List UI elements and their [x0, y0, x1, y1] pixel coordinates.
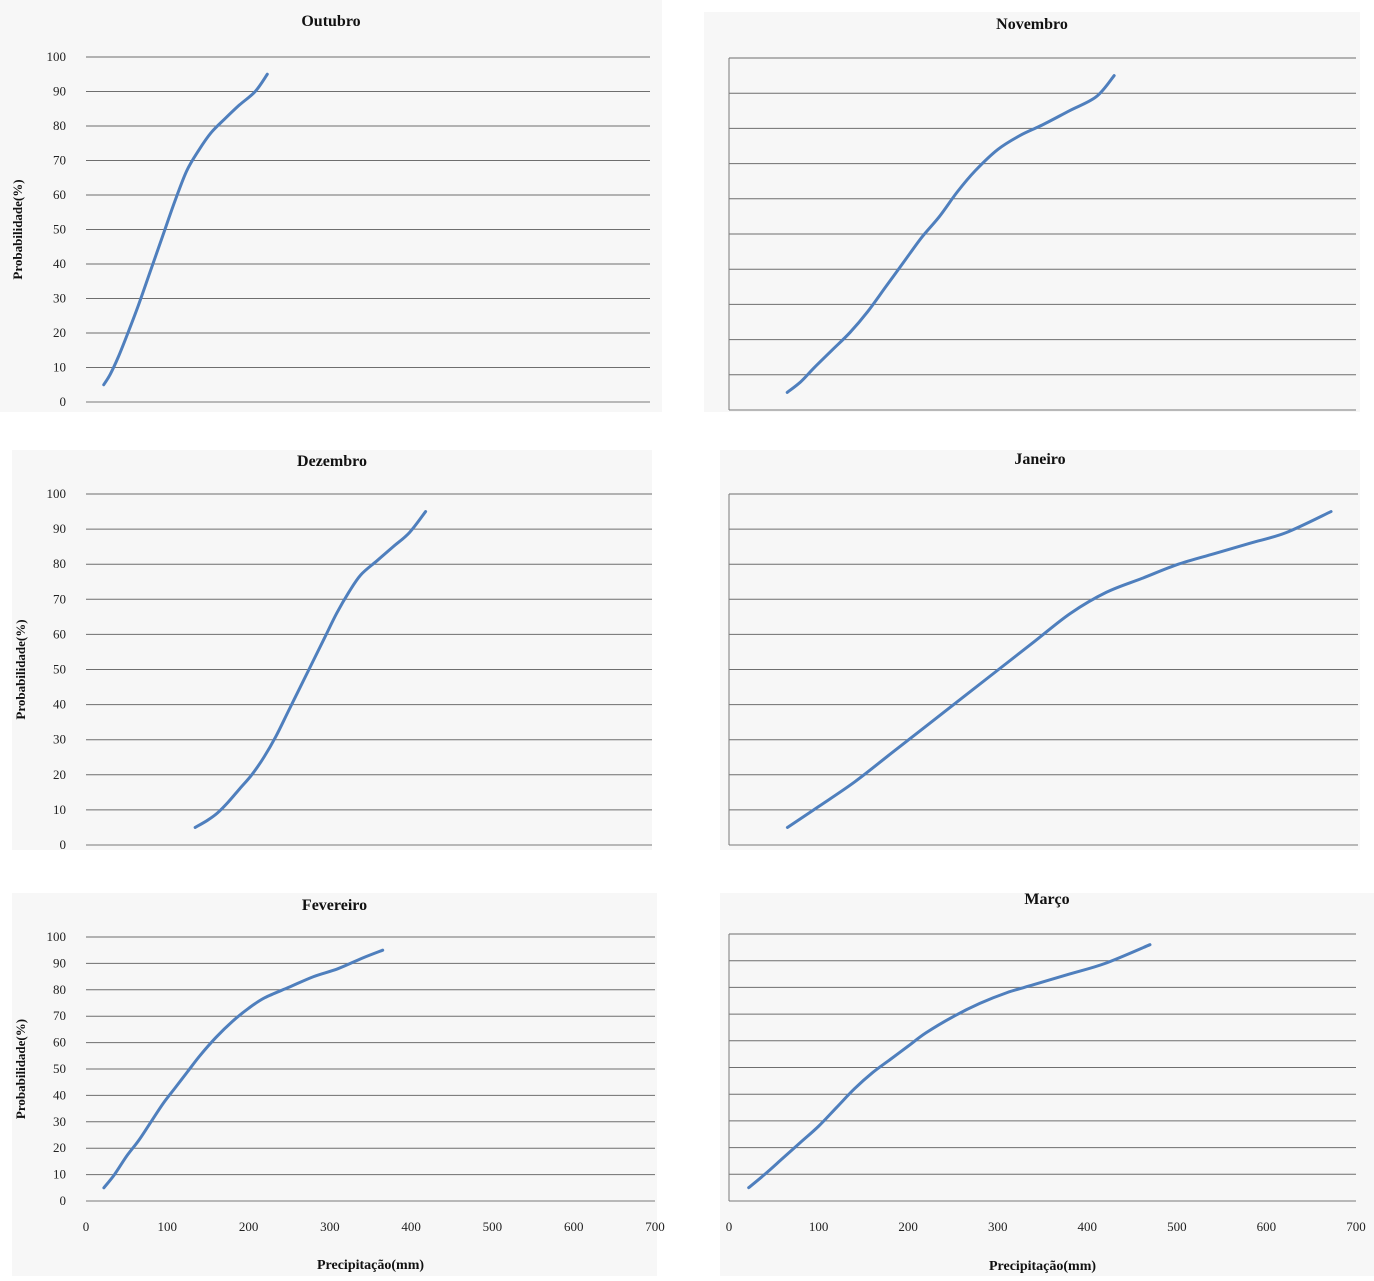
x-axis-label: Precipitação(mm)	[989, 1259, 1096, 1274]
x-tick-label: 200	[898, 1219, 918, 1234]
y-tick-label: 80	[53, 556, 66, 571]
x-tick-label: 300	[988, 1219, 1008, 1234]
y-tick-label: 50	[53, 1061, 66, 1076]
y-tick-label: 50	[53, 222, 66, 237]
y-tick-label: 40	[53, 256, 66, 271]
y-tick-label: 20	[53, 1140, 66, 1155]
x-tick-label: 700	[645, 1219, 665, 1234]
x-tick-label: 100	[158, 1219, 178, 1234]
chart-title: Outubro	[301, 13, 360, 30]
chart-4: Janeiro	[720, 450, 1360, 850]
y-tick-label: 80	[53, 118, 66, 133]
chart-panel	[704, 12, 1360, 412]
chart-title: Dezembro	[297, 453, 367, 470]
chart-panel	[720, 450, 1360, 850]
y-tick-label: 60	[53, 626, 66, 641]
y-tick-label: 40	[53, 1087, 66, 1102]
y-tick-label: 70	[53, 153, 66, 168]
y-tick-label: 20	[53, 767, 66, 782]
y-axis-label: Probabilidade(%)	[13, 1019, 28, 1119]
x-axis-label: Precipitação(mm)	[317, 1258, 424, 1273]
series-line	[785, 510, 1333, 829]
x-tick-label: 600	[1257, 1219, 1277, 1234]
series-line	[747, 943, 1152, 1190]
x-tick-label: 0	[83, 1219, 90, 1234]
series-line	[193, 510, 428, 829]
y-tick-label: 90	[53, 84, 66, 99]
y-tick-label: 100	[47, 486, 67, 501]
y-tick-label: 90	[53, 521, 66, 536]
chart-panel	[12, 893, 657, 1276]
y-tick-label: 60	[53, 187, 66, 202]
series-line	[102, 72, 269, 387]
y-tick-label: 0	[60, 1193, 67, 1208]
y-tick-label: 10	[53, 1167, 66, 1182]
y-tick-label: 10	[53, 802, 66, 817]
y-axis-label: Probabilidade(%)	[10, 179, 25, 279]
x-tick-label: 600	[564, 1219, 584, 1234]
x-tick-label: 700	[1346, 1219, 1366, 1234]
y-tick-label: 50	[53, 662, 66, 677]
y-tick-label: 40	[53, 697, 66, 712]
y-tick-label: 30	[53, 291, 66, 306]
chart-title: Março	[1024, 891, 1069, 908]
x-tick-label: 100	[809, 1219, 829, 1234]
y-tick-label: 20	[53, 325, 66, 340]
chart-2: Novembro	[704, 12, 1360, 412]
chart-3: Dezembro 0 10 20 30 40 50 60 70 80 90 100 Probabilid…	[12, 450, 652, 852]
x-tick-label: 0	[726, 1219, 733, 1234]
y-tick-label: 70	[53, 1008, 66, 1023]
x-tick-label: 400	[401, 1219, 421, 1234]
y-tick-label: 100	[47, 49, 67, 64]
chart-title: Novembro	[996, 16, 1068, 33]
y-tick-label: 30	[53, 1114, 66, 1129]
y-tick-label: 70	[53, 591, 66, 606]
x-tick-label: 400	[1078, 1219, 1098, 1234]
y-tick-label: 0	[60, 394, 67, 409]
chart-title: Janeiro	[1014, 451, 1065, 468]
y-tick-label: 0	[60, 837, 67, 852]
series-line	[785, 74, 1116, 394]
y-tick-label: 30	[53, 732, 66, 747]
y-tick-label: 60	[53, 1035, 66, 1050]
x-tick-label: 500	[1167, 1219, 1187, 1234]
chart-6: Março 0 100 200 300 400 500 600 700 Precipitação(…	[720, 891, 1374, 1276]
y-axis-label: Probabilidade(%)	[13, 619, 28, 719]
x-tick-label: 200	[239, 1219, 259, 1234]
chart-panel	[0, 0, 662, 412]
x-tick-label: 300	[320, 1219, 340, 1234]
x-tick-label: 500	[483, 1219, 503, 1234]
chart-5: Fevereiro 0 10 20 30 40 50 60 70 80 90 100 0 100 200 30…	[12, 893, 665, 1276]
y-tick-label: 100	[47, 929, 67, 944]
chart-panel	[12, 450, 652, 850]
chart-1: Outubro 0 10 20 30 40 50 60 70 80 90 100 Probabilida…	[0, 0, 662, 412]
y-tick-label: 10	[53, 360, 66, 375]
y-tick-label: 80	[53, 982, 66, 997]
series-line	[102, 948, 385, 1190]
chart-title: Fevereiro	[302, 897, 367, 914]
chart-panel	[720, 893, 1374, 1276]
y-tick-label: 90	[53, 955, 66, 970]
